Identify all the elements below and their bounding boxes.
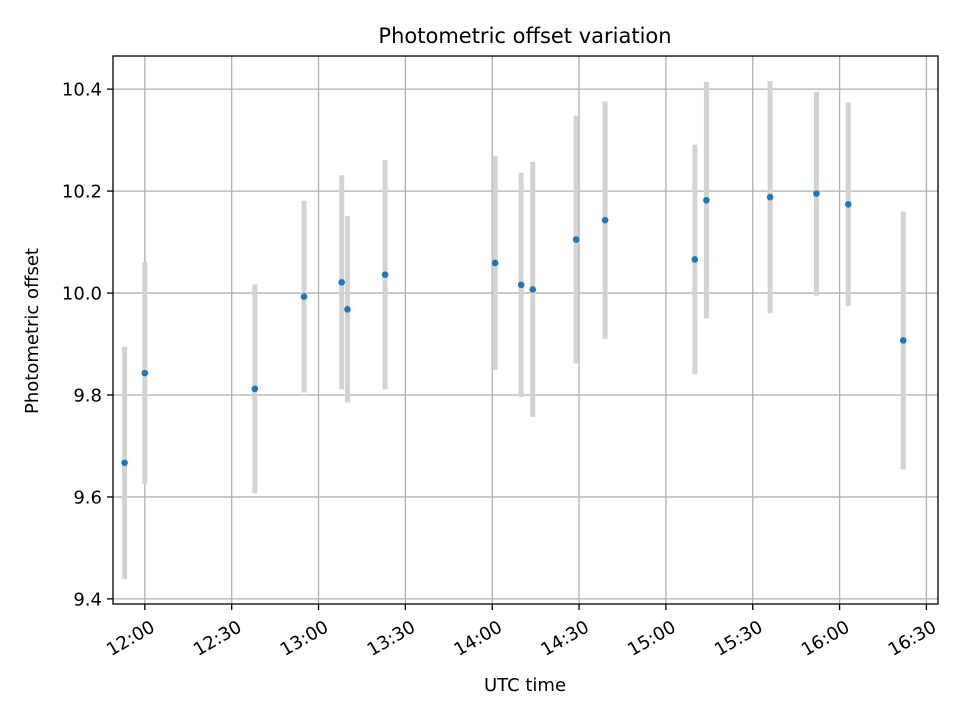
data-points: [121, 190, 907, 467]
y-tick-label: 9.6: [73, 487, 102, 508]
data-point: [572, 236, 580, 243]
x-tick-label: 16:00: [798, 617, 853, 661]
x-tick-label: 13:30: [364, 617, 419, 661]
x-tick-label: 13:00: [277, 617, 332, 661]
y-tick-label: 9.4: [73, 589, 102, 610]
data-point: [491, 259, 499, 267]
data-point: [703, 196, 710, 204]
x-tick-label: 14:30: [537, 617, 592, 661]
chart-title: Photometric offset variation: [378, 24, 671, 48]
plot-frame: [112, 55, 939, 605]
data-point: [899, 337, 907, 344]
data-point: [844, 201, 852, 208]
x-tick-label: 12:00: [103, 617, 158, 661]
grid-lines: [113, 56, 938, 604]
data-point: [601, 216, 609, 224]
error-bars: [122, 80, 906, 580]
data-point: [121, 459, 128, 467]
data-point: [141, 369, 149, 377]
data-point: [517, 281, 525, 289]
data-point: [300, 293, 308, 300]
y-axis-ticks: 9.4 9.6 9.8 10.0 10.2 10.4: [62, 80, 113, 610]
x-axis-ticks: 12:00 12:30 13:00 13:30 14:00 14:30 15:00 15:30…: [103, 604, 940, 661]
data-point: [251, 385, 259, 393]
x-tick-label: 14:00: [450, 617, 505, 661]
x-tick-label: 15:30: [711, 617, 766, 661]
y-tick-label: 9.8: [73, 385, 102, 406]
data-point: [381, 271, 389, 278]
y-tick-label: 10.2: [62, 182, 102, 203]
x-tick-label: 15:00: [624, 617, 679, 661]
data-point: [813, 190, 820, 197]
data-point: [766, 193, 774, 201]
y-tick-label: 10.0: [62, 284, 102, 305]
x-axis-title: UTC time: [484, 675, 566, 696]
data-point: [338, 279, 345, 286]
y-tick-label: 10.4: [62, 80, 102, 101]
y-axis-title: Photometric offset: [22, 248, 43, 414]
data-point: [344, 306, 351, 313]
x-tick-label: 16:30: [885, 617, 940, 661]
x-tick-label: 12:30: [190, 617, 245, 661]
data-point: [691, 256, 699, 263]
data-point: [529, 286, 537, 293]
